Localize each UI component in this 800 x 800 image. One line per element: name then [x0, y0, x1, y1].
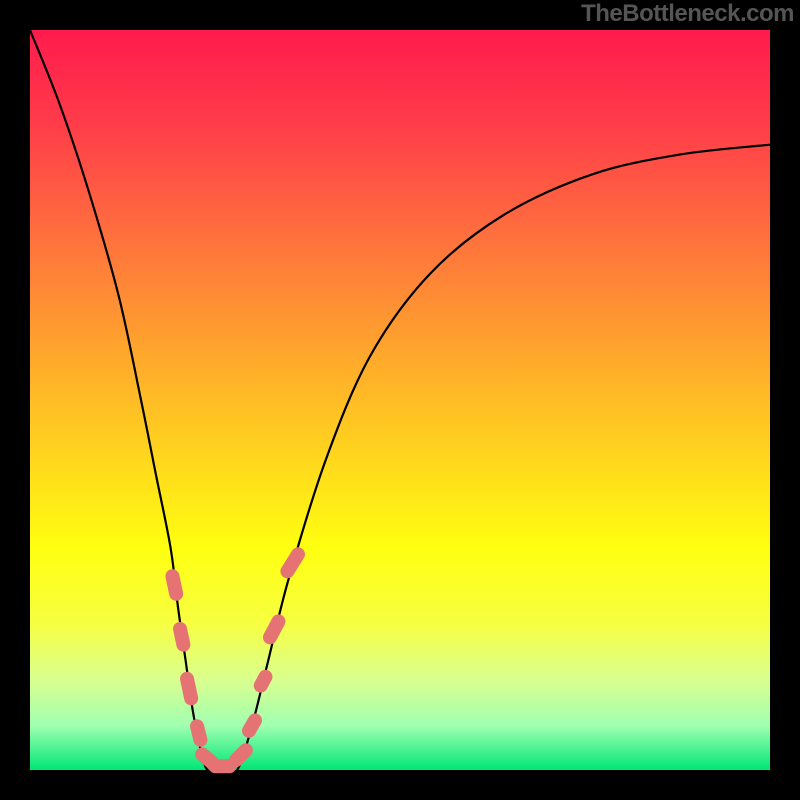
bottleneck-chart [0, 0, 800, 800]
watermark-text: TheBottleneck.com [581, 0, 794, 28]
